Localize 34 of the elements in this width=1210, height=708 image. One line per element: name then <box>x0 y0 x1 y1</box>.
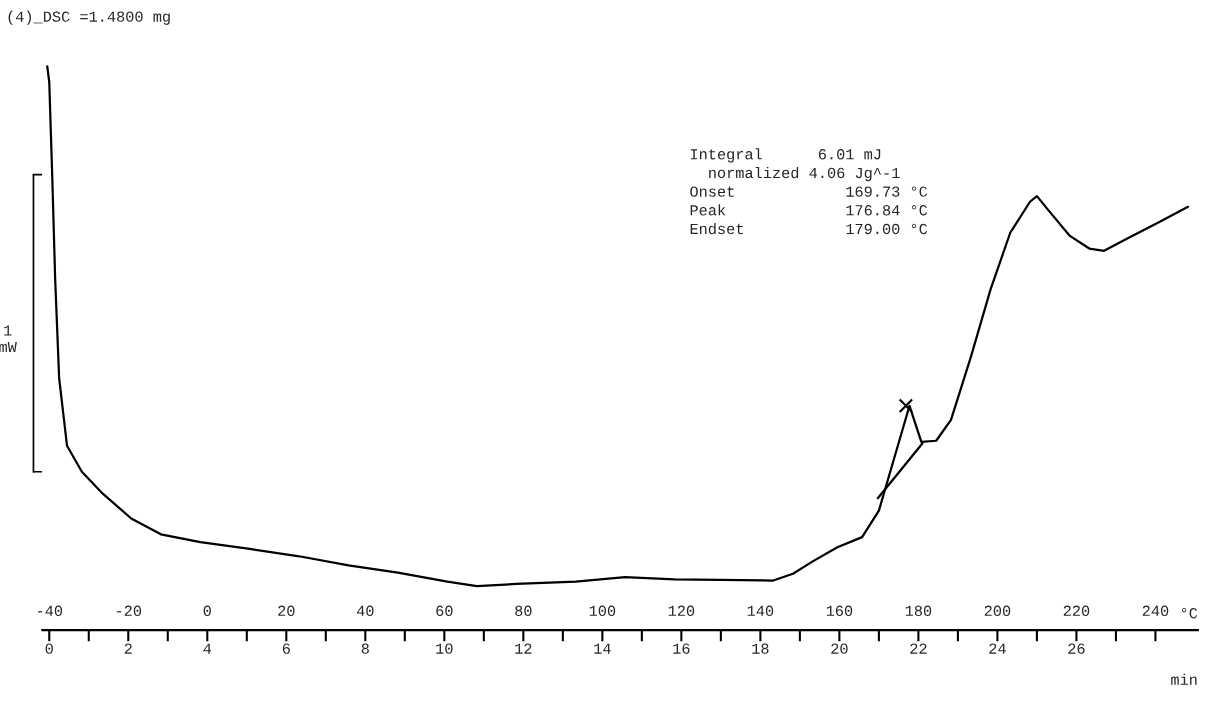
x-tick-label: 240 <box>1142 605 1169 616</box>
x2-tick-label: 26 <box>1068 643 1085 654</box>
x-tick-label: 200 <box>984 605 1011 616</box>
x2-tick-label: 24 <box>989 643 1006 654</box>
chart-title: (4)_DSC =1.4800 mg <box>8 10 170 25</box>
x-tick-label: 160 <box>826 605 853 616</box>
x-tick-label: 80 <box>515 605 532 616</box>
x2-tick-label: 22 <box>910 643 927 654</box>
x2-axis-title: min <box>1171 673 1197 685</box>
x-tick-label: 220 <box>1063 605 1090 616</box>
x-axis-title: °C <box>1182 608 1198 619</box>
y-axis-title: 1 mW <box>0 325 17 353</box>
x-tick-label: 20 <box>278 605 295 616</box>
x2-tick-label: 2 <box>124 643 132 654</box>
x-tick-label: 60 <box>436 605 453 616</box>
x-tick-label: -40 <box>38 605 63 616</box>
x2-tick-label: 10 <box>436 643 453 654</box>
x2-tick-label: 12 <box>515 643 532 654</box>
x2-tick-label: 4 <box>203 643 212 654</box>
x2-tick-label: 8 <box>361 643 369 654</box>
x2-tick-label: 16 <box>673 643 690 654</box>
x2-tick-label: 6 <box>282 643 290 654</box>
x2-tick-label: 18 <box>752 643 769 654</box>
x-tick-label: -20 <box>117 605 142 616</box>
x2-tick-label: 14 <box>594 643 611 654</box>
x2-tick-label: 20 <box>831 643 848 654</box>
x-tick-label: 140 <box>747 605 774 616</box>
x-tick-label: 0 <box>203 605 211 616</box>
x-tick-label: 120 <box>668 605 695 616</box>
x2-tick-label: 0 <box>45 643 53 654</box>
x-tick-label: 180 <box>905 605 932 616</box>
x-tick-label: 40 <box>356 605 374 616</box>
x-tick-label: 100 <box>589 605 616 616</box>
annotation: Integral 6.01 mJ normalized 4.06 Jg^-1 Onset 169.73 °C Peak 176.84 °C Endset 179.00 °C <box>690 148 928 235</box>
